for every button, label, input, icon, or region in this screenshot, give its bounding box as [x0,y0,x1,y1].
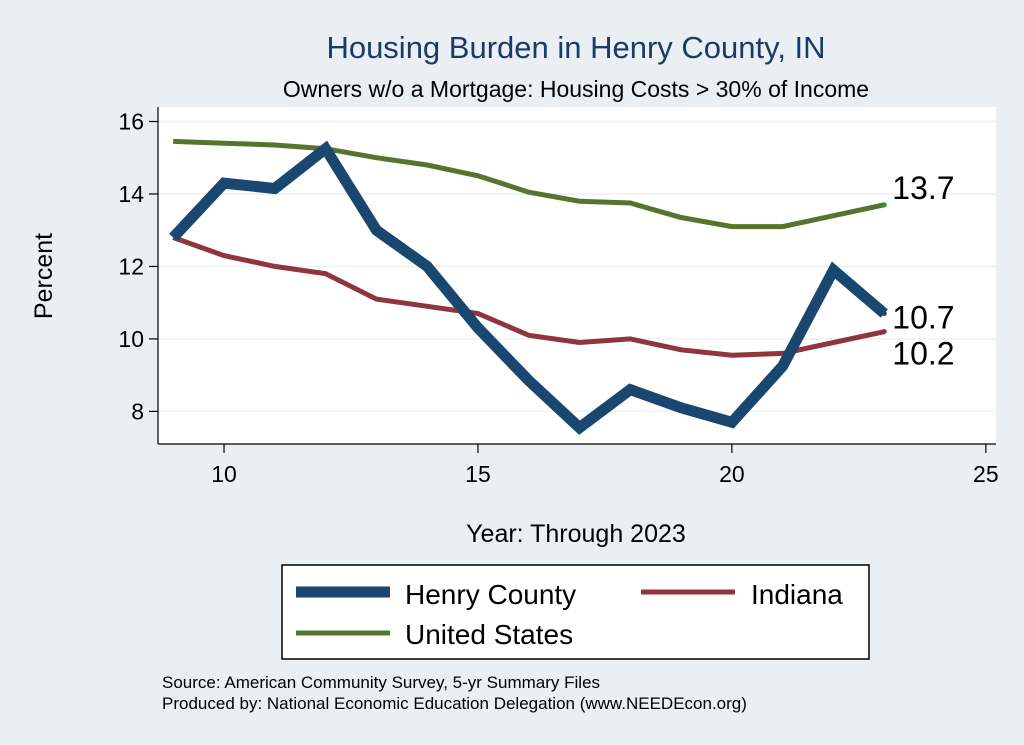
axes: 8 10 12 14 16 10 15 20 25 [118,107,999,487]
end-label-indiana: 10.2 [892,336,954,372]
end-label-henry-county: 10.7 [892,300,954,336]
series-line-united-states [173,138,885,230]
y-axis-label: Percent [30,233,58,319]
series-line-indiana [172,235,885,358]
source-note: Source: American Community Survey, 5-yr … [162,673,600,692]
x-tick-label: 15 [465,461,491,487]
plot-area [158,107,996,444]
end-point-united-states [881,202,887,208]
x-tick-label: 10 [211,461,237,487]
legend-label-united-states: United States [405,619,573,650]
y-tick-label: 12 [118,253,144,279]
chart-subtitle: Owners w/o a Mortgage: Housing Costs > 3… [283,76,869,102]
producer-note: Produced by: National Economic Education… [162,694,747,713]
end-point-henry-county [881,311,887,317]
legend: Henry County Indiana United States [281,564,870,660]
y-tick-label: 8 [131,398,144,424]
x-tick-label: 20 [719,461,745,487]
series-line-henry-county [169,140,888,435]
end-labels: 10.710.2 13.7 [881,170,955,372]
y-tick-label: 14 [118,181,144,207]
x-axis-label: Year: Through 2023 [466,520,686,548]
y-tick-label: 10 [118,326,144,352]
chart-title: Housing Burden in Henry County, IN [326,30,825,65]
series-layer [169,138,888,435]
y-tick-label: 16 [118,108,144,134]
end-label-united-states: 13.7 [892,170,954,206]
legend-label-indiana: Indiana [751,579,843,610]
legend-box [281,564,870,660]
x-tick-label: 25 [973,461,999,487]
end-point-indiana [881,329,887,335]
legend-label-henry-county: Henry County [405,579,576,610]
